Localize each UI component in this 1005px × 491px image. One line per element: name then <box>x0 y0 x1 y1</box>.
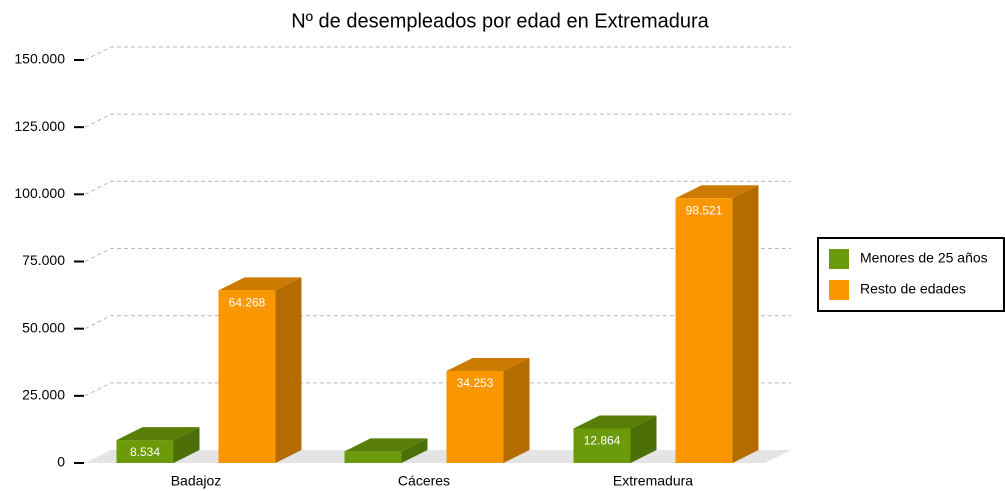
bar-front <box>218 290 276 463</box>
bar-side <box>503 357 530 463</box>
bar <box>573 415 657 463</box>
legend-label: Resto de edades <box>860 281 966 297</box>
legend-swatch <box>829 249 849 269</box>
value-label: 98.521 <box>686 203 723 217</box>
legend-label: Menores de 25 años <box>860 250 988 266</box>
value-label: 12.864 <box>584 434 621 448</box>
bar-front <box>446 370 504 463</box>
value-label: 34.253 <box>457 376 494 390</box>
bar <box>446 357 530 463</box>
bar-front <box>344 451 402 463</box>
grid-line <box>84 180 791 195</box>
bar-side <box>630 415 657 463</box>
bar-top <box>675 185 759 199</box>
bar <box>116 427 200 463</box>
y-tick-label: 125.000 <box>14 118 65 134</box>
bar-front <box>675 198 733 463</box>
bar <box>675 185 759 463</box>
bar-front <box>116 440 174 463</box>
y-tick-label: 25.000 <box>22 387 65 403</box>
y-tick-label: 100.000 <box>14 185 65 201</box>
bar-top <box>446 357 530 371</box>
bar <box>218 277 302 463</box>
grid-line <box>84 315 791 330</box>
bar-front <box>573 428 631 463</box>
grid-line <box>84 248 791 262</box>
bar-top <box>573 415 657 429</box>
x-tick-label: Extremadura <box>613 473 693 489</box>
y-tick-label: 0 <box>57 454 65 470</box>
x-tick-label: Badajoz <box>171 473 222 489</box>
y-tick-label: 150.000 <box>14 51 65 67</box>
bar-side <box>173 427 200 463</box>
bar-top <box>218 277 302 291</box>
y-tick-label: 75.000 <box>22 252 65 268</box>
bar-side <box>732 185 759 463</box>
value-label: 8.534 <box>130 445 160 459</box>
bar-top <box>344 438 428 452</box>
grid-line <box>84 113 791 128</box>
bar <box>344 438 428 463</box>
y-tick-label: 50.000 <box>22 319 65 335</box>
x-tick-label: Cáceres <box>398 473 450 489</box>
legend-swatch <box>829 280 849 300</box>
chart-title: Nº de desempleados por edad en Extremadu… <box>291 10 709 32</box>
bar-side <box>401 438 428 463</box>
bar-top <box>116 427 200 441</box>
grid-line <box>84 46 791 61</box>
bar-side <box>275 277 302 463</box>
grid-line <box>84 382 791 397</box>
value-label: 64.268 <box>229 296 266 310</box>
